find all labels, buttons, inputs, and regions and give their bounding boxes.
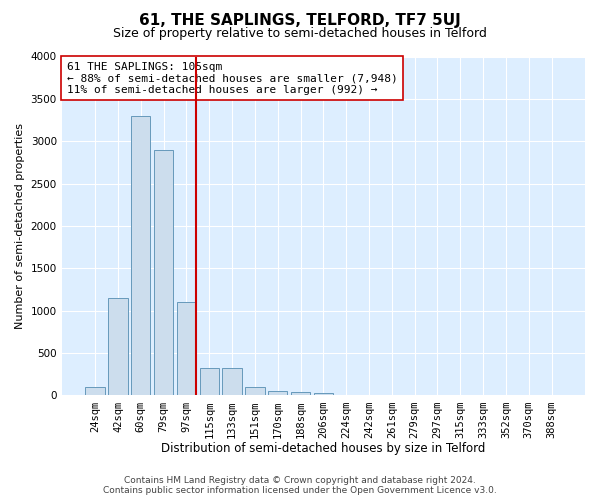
X-axis label: Distribution of semi-detached houses by size in Telford: Distribution of semi-detached houses by … bbox=[161, 442, 485, 455]
Bar bbox=[200, 368, 219, 396]
Bar bbox=[223, 368, 242, 396]
Bar bbox=[291, 392, 310, 396]
Text: Contains HM Land Registry data © Crown copyright and database right 2024.
Contai: Contains HM Land Registry data © Crown c… bbox=[103, 476, 497, 495]
Bar bbox=[85, 387, 105, 396]
Y-axis label: Number of semi-detached properties: Number of semi-detached properties bbox=[15, 123, 25, 329]
Bar bbox=[268, 391, 287, 396]
Bar bbox=[108, 298, 128, 396]
Bar bbox=[154, 150, 173, 396]
Text: 61, THE SAPLINGS, TELFORD, TF7 5UJ: 61, THE SAPLINGS, TELFORD, TF7 5UJ bbox=[139, 12, 461, 28]
Bar bbox=[314, 392, 333, 396]
Bar bbox=[245, 388, 265, 396]
Text: Size of property relative to semi-detached houses in Telford: Size of property relative to semi-detach… bbox=[113, 28, 487, 40]
Text: 61 THE SAPLINGS: 105sqm
← 88% of semi-detached houses are smaller (7,948)
11% of: 61 THE SAPLINGS: 105sqm ← 88% of semi-de… bbox=[67, 62, 398, 95]
Bar bbox=[131, 116, 151, 396]
Bar bbox=[177, 302, 196, 396]
